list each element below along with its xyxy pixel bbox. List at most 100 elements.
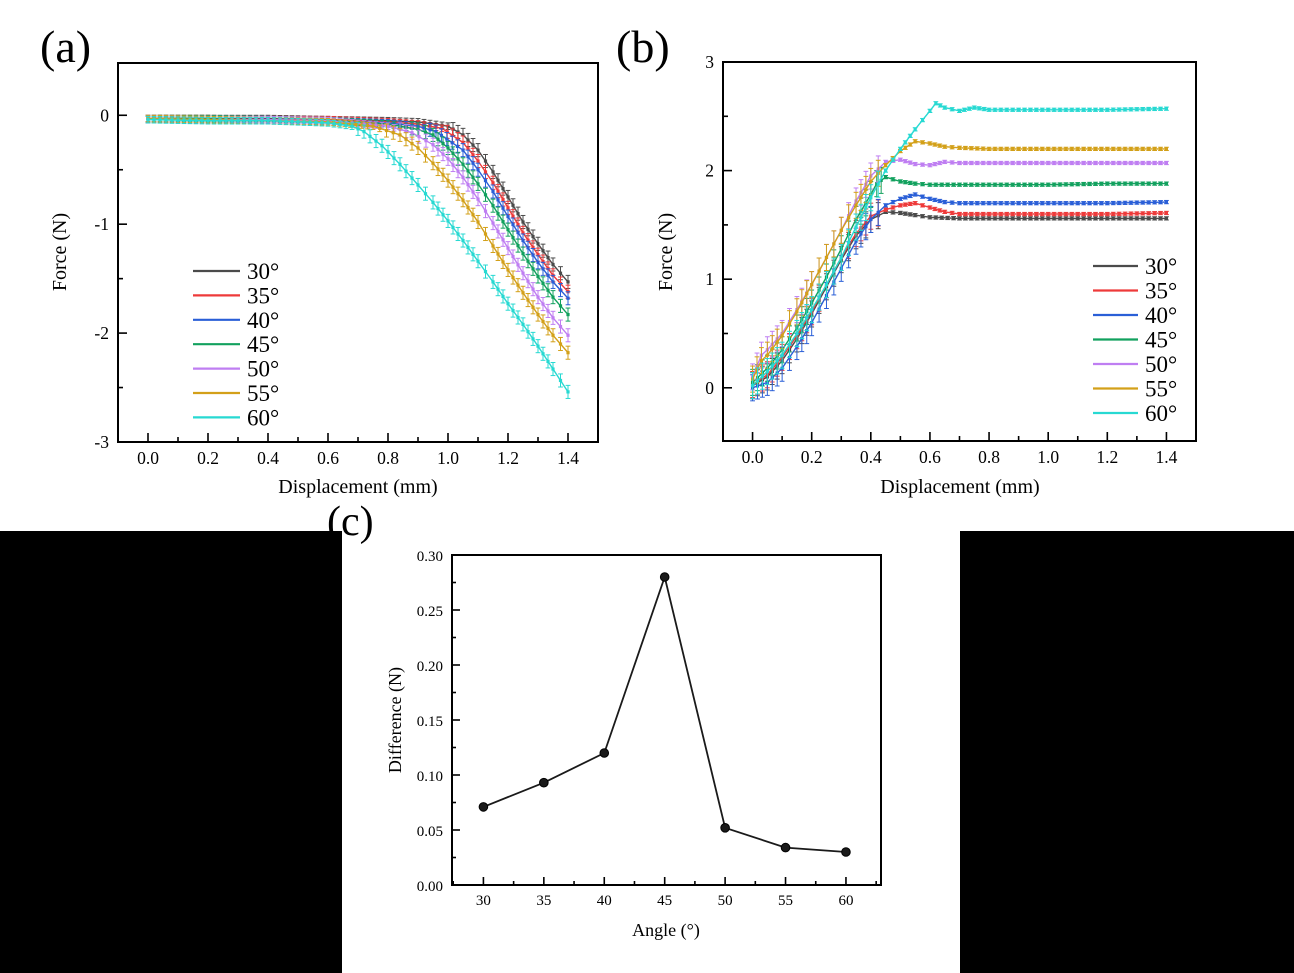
legend-label: 40° — [1145, 303, 1177, 328]
y-tick-label: 0 — [705, 378, 714, 398]
x-tick-label: 1.0 — [437, 448, 459, 468]
legend-label: 30° — [247, 259, 279, 284]
legend-label: 40° — [247, 308, 279, 333]
x-tick-label: 30 — [476, 893, 491, 909]
series-60deg — [750, 101, 1169, 400]
series-Difference — [478, 572, 851, 857]
error-bars — [750, 155, 1169, 391]
y-tick-label: 0.05 — [417, 824, 443, 840]
x-tick-label: 0.0 — [137, 448, 159, 468]
series-line — [483, 573, 847, 853]
redacted-region-left — [0, 531, 342, 973]
x-tick-label: 0.0 — [742, 447, 764, 467]
x-tick-label: 55 — [778, 893, 793, 909]
tick-labels: 30 35 40 45 50 55 60 0.30 0.25 0.20 0.15 0.10 0.05 0.… — [417, 549, 854, 909]
x-tick-label: 0.2 — [801, 447, 823, 467]
plot-frame — [722, 61, 1197, 442]
panel-c-chart: 30 35 40 45 50 55 60 0.30 0.25 0.20 0.15 0.10 0.05 0.… — [385, 549, 882, 941]
series-55deg — [145, 114, 571, 360]
y-tick-label: 0.20 — [417, 659, 443, 675]
x-tick-label: 1.2 — [1096, 447, 1118, 467]
panel-a-chart: 0.0 0.2 0.4 0.6 0.8 1.0 1.2 1.4 0 -1 -2 -3 Displacem… — [49, 62, 599, 498]
x-tick-label: 1.4 — [557, 448, 579, 468]
x-tick-label: 0.6 — [919, 447, 941, 467]
series-line — [752, 193, 1167, 389]
series-line — [751, 158, 1167, 378]
tick-labels: 0.0 0.2 0.4 0.6 0.8 1.0 1.2 1.4 3 2 1 0 — [705, 52, 1177, 467]
x-tick-label: 40 — [597, 893, 612, 909]
error-bars — [145, 114, 571, 322]
panel-b-label: (b) — [616, 21, 670, 72]
x-tick-label: 35 — [536, 893, 551, 909]
y-tick-label: 0.00 — [417, 879, 443, 895]
legend-label: 35° — [1145, 279, 1177, 304]
x-axis-title: Angle (°) — [632, 920, 700, 941]
y-tick-label: 0.15 — [417, 714, 443, 730]
plot-frame — [451, 554, 882, 886]
error-bars — [145, 114, 571, 343]
y-tick-label: 3 — [705, 52, 714, 72]
x-tick-label: 0.8 — [978, 447, 1000, 467]
x-tick-label: 50 — [718, 893, 733, 909]
x-tick-label: 0.4 — [257, 448, 279, 468]
tick-labels: 0.0 0.2 0.4 0.6 0.8 1.0 1.2 1.4 0 -1 -2 -3 — [94, 105, 579, 468]
panel-a-label: (a) — [40, 21, 92, 72]
x-tick-label: 45 — [657, 893, 672, 909]
x-tick-label: 0.2 — [197, 448, 219, 468]
legend-label: 45° — [1145, 328, 1177, 353]
y-axis-title: Force (N) — [655, 213, 677, 291]
x-tick-label: 1.0 — [1037, 447, 1059, 467]
series-line — [148, 117, 569, 316]
y-tick-label: 2 — [705, 161, 714, 181]
legend-label: 35° — [247, 283, 279, 308]
series-50deg — [750, 155, 1169, 391]
x-tick-label: 1.2 — [497, 448, 519, 468]
y-tick-label: 0.25 — [417, 604, 443, 620]
x-axis-title: Displacement (mm) — [880, 476, 1039, 498]
panel-b-chart: 0.0 0.2 0.4 0.6 0.8 1.0 1.2 1.4 3 2 1 0 Displacement… — [655, 52, 1197, 498]
legend-label: 50° — [1145, 352, 1177, 377]
series-50deg — [145, 114, 571, 343]
series-markers — [146, 116, 570, 317]
error-bars — [145, 114, 571, 360]
legend-label: 30° — [1145, 254, 1177, 279]
error-bars — [750, 101, 1169, 400]
series-35deg — [750, 199, 1169, 399]
error-bars — [750, 199, 1169, 399]
series-line — [751, 140, 1167, 380]
y-tick-label: -2 — [94, 323, 109, 343]
y-tick-label: -1 — [94, 214, 109, 234]
legend-label: 55° — [1145, 377, 1177, 402]
legend-label: 60° — [1145, 401, 1177, 426]
series-markers — [750, 201, 1169, 387]
series-line — [752, 211, 1167, 387]
error-bars — [145, 115, 571, 399]
x-tick-label: 0.4 — [860, 447, 882, 467]
x-tick-label: 60 — [838, 893, 853, 909]
y-tick-label: 0 — [100, 105, 109, 125]
y-axis-title: Force (N) — [49, 213, 71, 291]
series-markers — [750, 158, 1169, 379]
legend: 30°35°40°45°50°55°60° — [193, 259, 279, 430]
series-markers — [146, 118, 570, 300]
series-45deg — [145, 114, 571, 322]
axes — [451, 554, 882, 886]
y-axis-title: Difference (N) — [385, 667, 406, 773]
series-line — [752, 102, 1167, 387]
y-tick-label: 0.30 — [417, 549, 443, 565]
series-line — [752, 202, 1167, 386]
x-tick-label: 0.6 — [317, 448, 339, 468]
axes — [722, 61, 1197, 442]
error-bars — [145, 114, 571, 289]
series-markers — [146, 116, 570, 355]
x-axis-title: Displacement (mm) — [278, 476, 437, 498]
legend-label: 50° — [247, 357, 279, 382]
x-tick-label: 1.4 — [1156, 447, 1178, 467]
series-markers — [146, 118, 570, 394]
series-30deg — [145, 114, 571, 289]
series-60deg — [145, 115, 571, 399]
y-tick-label: 1 — [705, 269, 714, 289]
series-markers — [750, 139, 1169, 381]
